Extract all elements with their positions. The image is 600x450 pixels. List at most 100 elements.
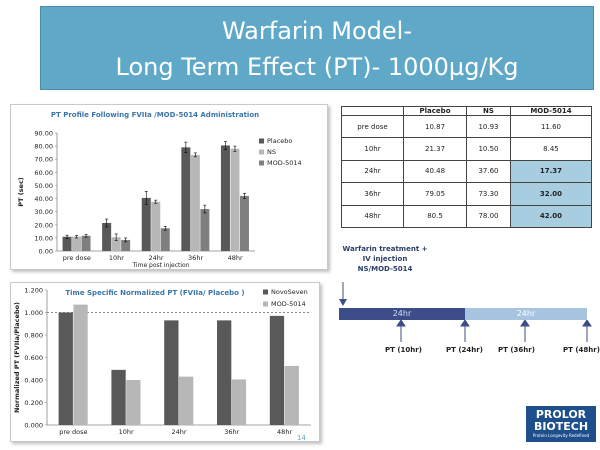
timeline-point-36hr: PT (36hr)	[498, 346, 535, 354]
x-tick-label: 10hr	[109, 254, 124, 262]
error-bar	[184, 141, 188, 153]
legend-swatch	[263, 289, 268, 295]
pt-profile-chart: PT Profile Following FVIIa /MOD-5014 Adm…	[10, 104, 328, 270]
bar-ns-4	[230, 148, 240, 251]
table-row: 10hr 21.37 10.50 8.45	[341, 137, 593, 161]
bar-mod-5014-0	[81, 235, 91, 251]
bar-mod-5014-2	[179, 376, 194, 425]
company-logo: PROLOR BIOTECH Protein Longevity Redefin…	[526, 406, 596, 442]
table-header-row: Placebo NS MOD-5014	[341, 106, 593, 116]
y-tick-label: 50.00	[34, 182, 53, 190]
table-row: 48hr 80.5 78.00 42.00	[341, 204, 593, 229]
table-row: pre dose 10.87 10.93 11.60	[341, 114, 593, 139]
table-header-mod: MOD-5014	[509, 106, 593, 116]
error-bar	[203, 204, 207, 214]
injection-arrow-icon	[339, 282, 347, 306]
x-tick-label: 48hr	[228, 254, 243, 262]
error-bar	[154, 199, 158, 204]
legend-swatch	[259, 138, 264, 144]
page-number: 14	[297, 434, 306, 442]
legend-swatch	[263, 301, 268, 307]
bar-novoseven-2	[164, 320, 179, 425]
placebo-cell: 40.48	[402, 159, 468, 184]
treatment-timeline: Warfarin treatment + IV injection NS/MOD…	[335, 240, 600, 365]
y-tick-label: 0.200	[24, 399, 43, 407]
bar-mod-5014-3	[231, 379, 247, 425]
placebo-cell: 21.37	[402, 137, 468, 161]
timeline-label-line1: Warfarin treatment +	[342, 245, 428, 253]
timeline-label-line2: IV injection	[362, 255, 408, 263]
x-tick-label: 48hr	[277, 428, 292, 436]
table-row: 24hr 40.48 37.60 17.37	[341, 159, 593, 184]
y-tick-label: 80.00	[34, 143, 53, 151]
legend-label: MOD-5014	[271, 300, 306, 308]
ns-cell: 10.93	[466, 114, 511, 139]
error-bar	[114, 233, 118, 241]
mod-cell: 8.45	[509, 137, 593, 161]
error-bar	[105, 218, 109, 228]
y-tick-label: 20.00	[34, 221, 53, 229]
x-tick-label: 36hr	[224, 428, 239, 436]
bar-novoseven-1	[111, 369, 126, 425]
logo-line2: BIOTECH	[533, 420, 589, 433]
error-bar	[193, 152, 197, 158]
timeline-point-48hr: PT (48hr)	[563, 346, 600, 354]
error-bar	[65, 234, 69, 239]
bar-novoseven-4	[269, 315, 285, 425]
legend-swatch	[259, 160, 264, 166]
error-bar	[242, 193, 246, 199]
legend-label: MOD-5014	[267, 159, 302, 167]
legend-label: Placebo	[267, 137, 292, 145]
y-axis-label: PT (sec)	[17, 177, 25, 207]
legend-label: NS	[267, 148, 276, 156]
pt-values-table: Placebo NS MOD-5014 pre dose 10.87 10.93 11…	[341, 106, 593, 229]
table-header-blank	[341, 106, 404, 116]
bar-ns-2	[151, 201, 161, 251]
bar-mod-5014-1	[126, 380, 141, 425]
x-tick-label: pre dose	[63, 254, 91, 262]
y-tick-label: 30.00	[34, 208, 53, 216]
mod-cell: 32.00	[509, 182, 593, 206]
slide-title-line2: Long Term Effect (PT)- 1000µg/Kg	[115, 53, 519, 81]
row-label: 24hr	[341, 159, 404, 184]
error-bar	[223, 141, 227, 150]
timeline-label: Warfarin treatment + IV injection NS/MOD…	[335, 244, 435, 274]
x-axis-label: Time post injection	[131, 262, 189, 269]
bar-novoseven-0	[58, 312, 73, 425]
y-tick-label: 1.000	[24, 309, 43, 317]
ns-cell: 10.50	[466, 137, 511, 161]
y-tick-label: 90.00	[34, 130, 53, 138]
bar-placebo-2	[141, 197, 151, 251]
error-bar	[84, 234, 88, 238]
y-tick-label: 10.00	[34, 234, 53, 242]
row-label: 48hr	[341, 204, 404, 229]
ns-cell: 37.60	[466, 159, 511, 184]
pt-profile-chart-svg: PT Profile Following FVIIa /MOD-5014 Adm…	[17, 111, 302, 269]
chart-title: Time Specific Normalized PT (FVIIa/ Plac…	[65, 289, 244, 297]
slide-title-line1: Warfarin Model-	[221, 17, 413, 45]
normalized-pt-chart: Time Specific Normalized PT (FVIIa/ Plac…	[10, 282, 320, 442]
error-bar	[124, 237, 128, 243]
y-tick-label: 60.00	[34, 169, 53, 177]
timeline-segment-1: 24hr	[339, 308, 465, 320]
row-label: pre dose	[341, 114, 404, 139]
x-tick-label: 36hr	[188, 254, 203, 262]
timeline-point-24hr: PT (24hr)	[446, 346, 483, 354]
bar-mod-5014-3	[200, 209, 210, 251]
bar-mod-5014-2	[160, 228, 170, 251]
logo-tagline: Protein Longevity Redefined	[532, 433, 590, 438]
timeline-label-line3: NS/MOD-5014	[357, 265, 413, 273]
y-tick-label: 0.000	[24, 422, 43, 430]
placebo-cell: 10.87	[402, 114, 468, 139]
ns-cell: 73.30	[466, 182, 511, 206]
legend-label: NovoSeven	[271, 288, 308, 296]
y-tick-label: 0.600	[24, 354, 43, 362]
row-label: 36hr	[341, 182, 404, 206]
table-header-ns: NS	[466, 106, 511, 116]
bar-mod-5014-4	[284, 365, 299, 425]
bar-placebo-0	[62, 236, 72, 251]
y-tick-label: 0.800	[24, 332, 43, 340]
logo-line1: PROLOR	[535, 408, 587, 421]
bar-mod-5014-0	[73, 304, 88, 425]
bar-placebo-4	[220, 145, 230, 251]
